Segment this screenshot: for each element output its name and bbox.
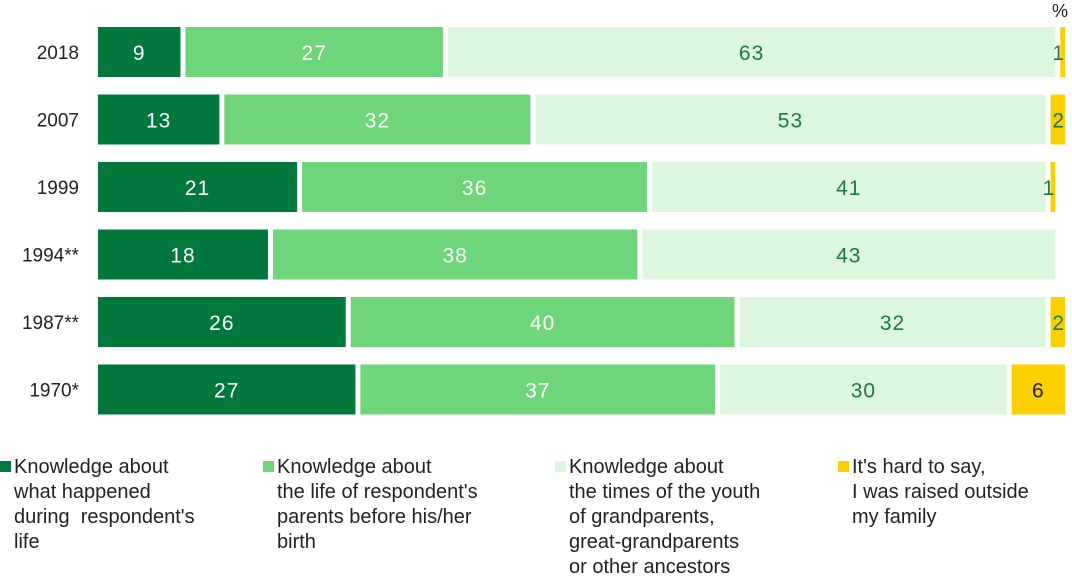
bar-segment (224, 94, 531, 145)
bar-segment (1060, 27, 1065, 77)
bar-segment (1050, 94, 1065, 145)
category-label: 2018 (37, 43, 79, 64)
unit-label: % (1052, 1, 1068, 21)
data-label: 38 (442, 245, 467, 268)
legend-label: Knowledge about what happened during res… (14, 456, 195, 553)
legend-swatch (555, 461, 566, 472)
data-label: 32 (880, 312, 905, 335)
bar-segment (350, 297, 735, 347)
data-label: 2 (1052, 110, 1065, 133)
bar-segment (98, 162, 298, 212)
bar-segment (1050, 297, 1065, 347)
legend-label: Knowledge about the times of the youth o… (569, 456, 761, 578)
category-label: 1970* (29, 381, 79, 402)
bar-row: 1999 21 36 41 1 (37, 162, 1056, 212)
data-label: 41 (836, 177, 861, 200)
bar-row: 2018 9 27 63 1 (37, 27, 1065, 77)
data-label: 9 (133, 42, 146, 65)
category-label: 1994** (22, 246, 80, 267)
legend-label: Knowledge about the life of respondent's… (277, 456, 478, 553)
bar-segment (185, 27, 443, 77)
data-label: 32 (365, 110, 390, 133)
data-label: 53 (778, 110, 803, 133)
data-label: 40 (530, 312, 555, 335)
data-label: 36 (462, 177, 487, 200)
data-label: 13 (146, 110, 171, 133)
legend-label: It's hard to say, I was raised outside m… (852, 456, 1029, 528)
data-label: 63 (739, 42, 764, 65)
bar-segment (652, 162, 1046, 212)
legend-swatch (0, 461, 11, 472)
legend-swatch (263, 461, 274, 472)
data-label: 43 (836, 245, 861, 268)
data-label: 18 (170, 245, 195, 268)
bar-segment (98, 229, 268, 280)
data-label: 21 (185, 177, 210, 200)
bar-segment (535, 94, 1046, 145)
data-label: 27 (302, 42, 327, 65)
data-label: 1 (1052, 42, 1065, 65)
category-label: 1999 (37, 178, 79, 199)
data-label: 2 (1052, 312, 1065, 335)
bar-segment (302, 162, 648, 212)
bar-segment (739, 297, 1046, 347)
data-label: 6 (1032, 380, 1045, 403)
bar-segment (98, 94, 220, 145)
data-label: 1 (1043, 177, 1056, 200)
data-label: 27 (214, 380, 239, 403)
bar-segment (1050, 162, 1056, 212)
bar-segment (98, 27, 181, 77)
bar-segment (642, 229, 1056, 280)
stacked-bar-chart: % 2018 9 27 63 1 2007 13 32 53 2 1999 21 36 41 1 1994**… (22, 1, 1068, 415)
bar-segment (360, 364, 716, 415)
bar-row: 2007 13 32 53 2 (37, 94, 1065, 145)
bar-segment (720, 364, 1007, 415)
data-label: 37 (525, 380, 550, 403)
bar-row: 1987** 26 40 32 2 (22, 297, 1065, 347)
legend: Knowledge about what happened during res… (0, 455, 1072, 585)
bar-segment (98, 297, 346, 347)
data-label: 30 (851, 380, 876, 403)
legend-swatch (838, 461, 849, 472)
category-label: 1987** (22, 313, 80, 334)
bar-segment (272, 229, 638, 280)
data-label: 26 (209, 312, 234, 335)
bar-row: 1994** 18 38 43 (22, 229, 1056, 280)
bar-segment (1011, 364, 1065, 415)
bar-row: 1970* 27 37 30 6 (29, 364, 1065, 415)
bar-segment (98, 364, 356, 415)
category-label: 2007 (37, 111, 79, 132)
bar-segment (447, 27, 1056, 77)
